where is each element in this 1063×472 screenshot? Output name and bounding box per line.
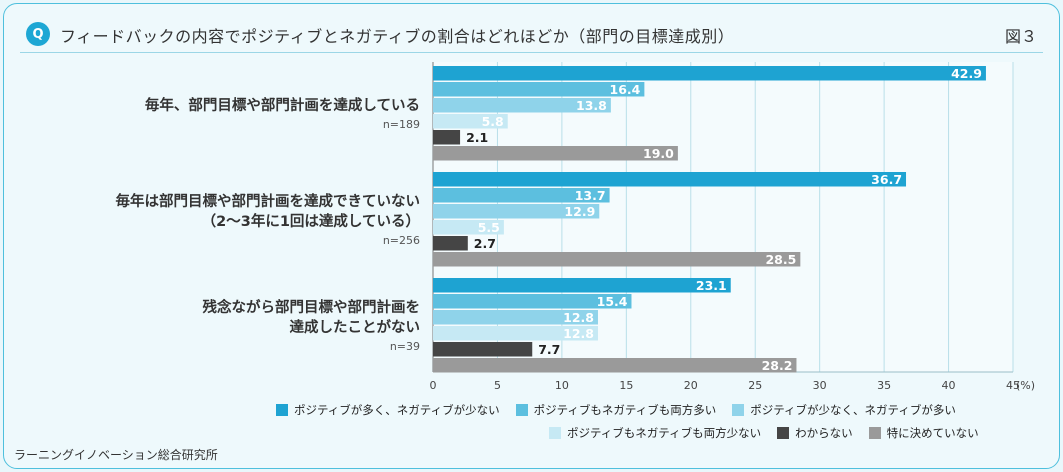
bar bbox=[433, 66, 986, 81]
data-label: 13.8 bbox=[576, 98, 607, 113]
x-tick-label: 10 bbox=[555, 379, 569, 392]
data-label: 13.7 bbox=[575, 188, 606, 203]
x-tick-label: 15 bbox=[619, 379, 633, 392]
x-tick-label: 35 bbox=[877, 379, 891, 392]
data-label: 2.1 bbox=[466, 130, 488, 145]
data-label: 42.9 bbox=[951, 66, 982, 81]
data-label: 19.0 bbox=[643, 146, 674, 161]
bar bbox=[433, 82, 645, 97]
category-n-label: n=39 bbox=[390, 340, 420, 353]
legend-swatch bbox=[515, 404, 528, 416]
chart-title: フィードバックの内容でポジティブとネガティブの割合はどれほどか（部門の目標達成別… bbox=[60, 27, 735, 46]
bar bbox=[433, 326, 598, 341]
bar bbox=[433, 130, 461, 145]
x-tick-label: 45 bbox=[1006, 379, 1020, 392]
x-tick-label: 40 bbox=[942, 379, 956, 392]
bar bbox=[433, 252, 801, 267]
source-credit: ラーニングイノベーション総合研究所 bbox=[14, 448, 218, 462]
legend-swatch bbox=[868, 427, 881, 439]
legend-item: ポジティブが少なく、ネガティブが多い bbox=[732, 402, 956, 418]
data-label: 12.8 bbox=[563, 310, 594, 325]
category-label: （2〜3年に1回は達成している） bbox=[202, 212, 420, 230]
bar bbox=[433, 172, 907, 187]
category-n-label: n=189 bbox=[383, 118, 420, 131]
bar bbox=[433, 236, 468, 251]
figure-number: 図３ bbox=[1004, 27, 1037, 46]
bar bbox=[433, 188, 610, 203]
legend-swatch bbox=[549, 427, 561, 439]
bar bbox=[433, 220, 504, 235]
data-label: 7.7 bbox=[538, 342, 560, 357]
data-label: 5.8 bbox=[482, 114, 504, 129]
legend-label: ポジティブもネガティブも両方多い bbox=[533, 403, 717, 417]
bar bbox=[433, 294, 632, 309]
legend-row-2: ポジティブもネガティブも両方少ない わからない 特に決めていない bbox=[549, 425, 979, 441]
legend-label: 特に決めていない bbox=[886, 426, 979, 440]
bar bbox=[433, 146, 678, 161]
data-label: 12.8 bbox=[563, 326, 594, 341]
category-label: 毎年、部門目標や部門計画を達成している bbox=[145, 96, 420, 114]
bar bbox=[433, 204, 600, 219]
legend-swatch bbox=[777, 427, 790, 439]
legend-item: ポジティブもネガティブも両方多い bbox=[515, 402, 717, 418]
data-label: 36.7 bbox=[871, 172, 902, 187]
bar bbox=[433, 358, 797, 373]
legend-item: ポジティブが多く、ネガティブが少ない bbox=[276, 402, 500, 418]
data-label: 12.9 bbox=[564, 204, 595, 219]
legend-item: わからない bbox=[777, 425, 853, 441]
bar bbox=[433, 342, 533, 357]
x-tick-label: 20 bbox=[684, 379, 698, 392]
question-badge: Q bbox=[26, 22, 50, 46]
header-divider bbox=[20, 52, 1043, 53]
legend-item: 特に決めていない bbox=[868, 425, 979, 441]
category-label: 達成したことがない bbox=[290, 318, 421, 336]
legend-swatch bbox=[276, 404, 288, 416]
data-label: 5.5 bbox=[478, 220, 500, 235]
legend-label: ポジティブが多く、ネガティブが少ない bbox=[294, 403, 500, 417]
category-n-label: n=256 bbox=[383, 234, 420, 247]
bar bbox=[433, 98, 611, 113]
data-label: 28.2 bbox=[762, 358, 793, 373]
bar bbox=[433, 278, 731, 293]
header: Q フィードバックの内容でポジティブとネガティブの割合はどれほどか（部門の目標達… bbox=[20, 14, 1043, 50]
x-tick-label: 25 bbox=[748, 379, 762, 392]
legend-label: わからない bbox=[795, 426, 853, 440]
data-label: 23.1 bbox=[696, 278, 727, 293]
category-label: 毎年は部門目標や部門計画を達成できていない bbox=[116, 192, 421, 210]
data-label: 15.4 bbox=[597, 294, 628, 309]
data-label: 28.5 bbox=[765, 252, 796, 267]
x-tick-label: 0 bbox=[430, 379, 437, 392]
x-tick-label: 5 bbox=[494, 379, 501, 392]
legend-row-1: ポジティブが多く、ネガティブが少ない ポジティブもネガティブも両方多い ポジティブが… bbox=[276, 402, 956, 418]
data-label: 16.4 bbox=[610, 82, 641, 97]
x-axis-unit-label: (%) bbox=[1016, 379, 1035, 392]
legend-item: ポジティブもネガティブも両方少ない bbox=[549, 425, 761, 441]
legend-swatch bbox=[732, 404, 745, 416]
x-tick-label: 30 bbox=[813, 379, 827, 392]
category-label: 残念ながら部門目標や部門計画を bbox=[203, 298, 421, 316]
bar bbox=[433, 310, 598, 325]
legend-label: ポジティブもネガティブも両方少ない bbox=[567, 426, 762, 440]
legend-label: ポジティブが少なく、ネガティブが多い bbox=[750, 403, 956, 417]
bar bbox=[433, 114, 508, 129]
data-label: 2.7 bbox=[474, 236, 496, 251]
